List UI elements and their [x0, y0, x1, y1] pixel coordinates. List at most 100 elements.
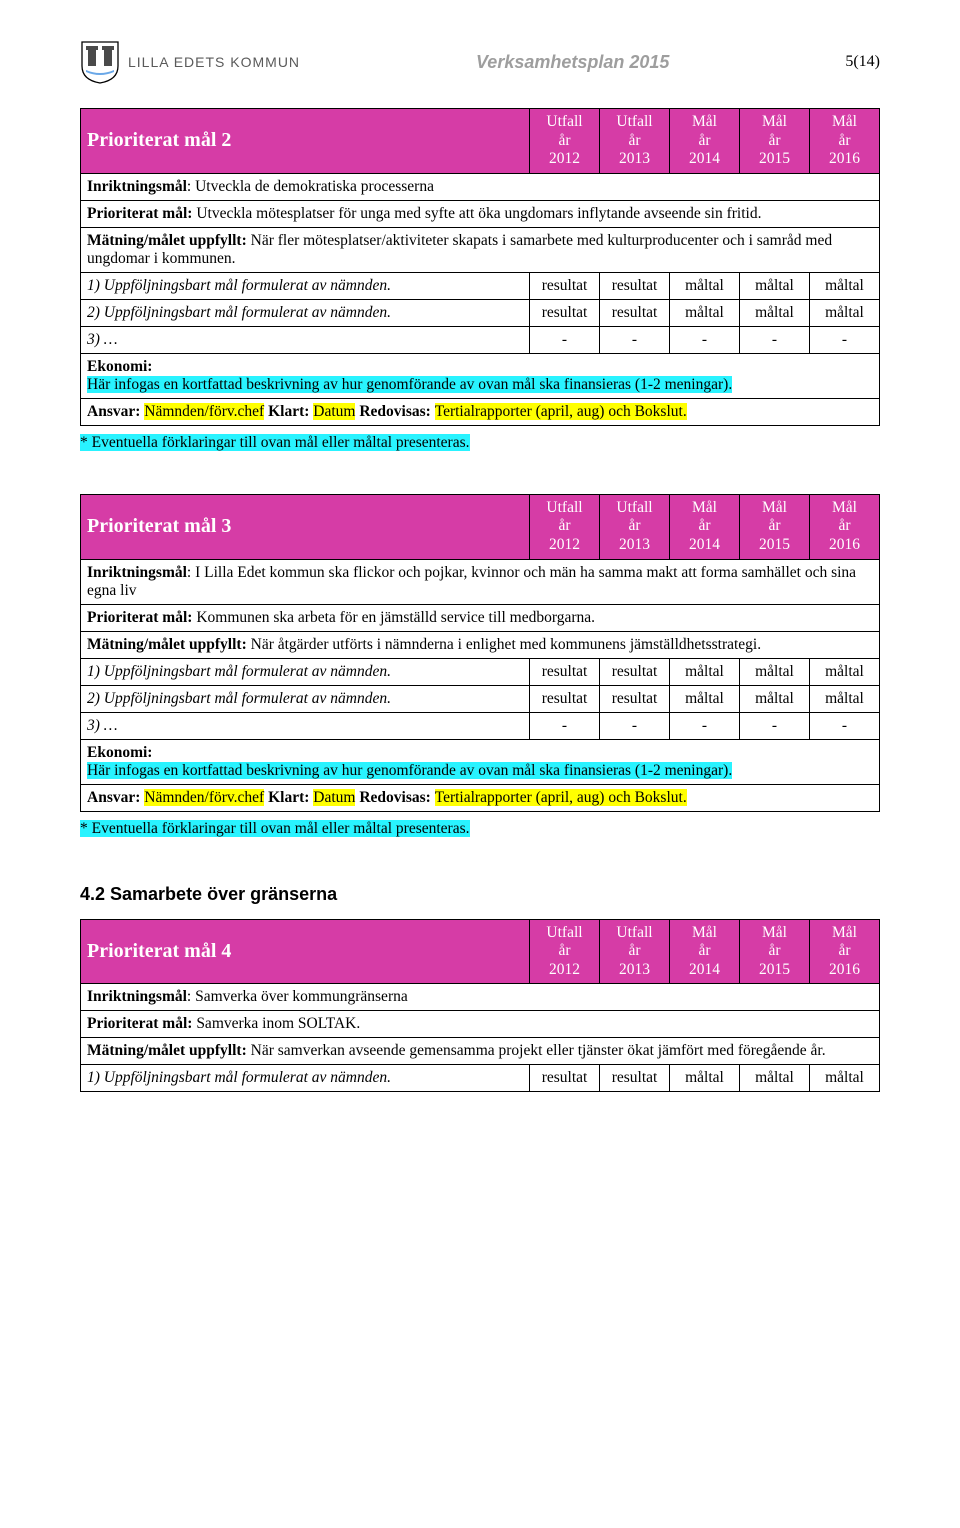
goal4-row1: 1) Uppföljningsbart mål formulerat av nä…	[81, 1065, 880, 1092]
col-mal-2015: Målår2015	[740, 919, 810, 984]
cell: måltal	[740, 299, 810, 326]
col-line: Mål	[832, 113, 857, 130]
col-line: år	[768, 942, 780, 959]
prioriterat-bold: Prioriterat mål:	[87, 609, 192, 626]
col-line: Utfall	[616, 113, 652, 130]
matning-rest: När samverkan avseende gemensamma projek…	[247, 1042, 826, 1059]
col-line: 2014	[689, 536, 720, 553]
redo-h: Tertialrapporter (april, aug) och Bokslu…	[435, 789, 687, 806]
matning-rest: När åtgärder utförts i nämnderna i enlig…	[247, 636, 761, 653]
goal4-table: Prioriterat mål 4 Utfallår2012 Utfallår2…	[80, 919, 880, 1093]
doc-title: Verksamhetsplan 2015	[476, 52, 669, 73]
prioriterat-rest: Samverka inom SOLTAK.	[192, 1015, 360, 1032]
col-line: 2013	[619, 536, 650, 553]
cell: måltal	[670, 299, 740, 326]
section-4-2-heading: 4.2 Samarbete över gränserna	[80, 884, 880, 905]
goal3-row2: 2) Uppföljningsbart mål formulerat av nä…	[81, 685, 880, 712]
cell: måltal	[810, 272, 880, 299]
redo-h: Tertialrapporter (april, aug) och Bokslu…	[435, 403, 687, 420]
cell: resultat	[600, 658, 670, 685]
row3-label: 3) …	[81, 326, 530, 353]
matning-bold: Mätning/målet uppfyllt:	[87, 1042, 247, 1059]
goal2-matning-row: Mätning/målet uppfyllt: När fler mötespl…	[81, 227, 880, 272]
col-line: 2016	[829, 536, 860, 553]
goal2-prioriterat-row: Prioriterat mål: Utveckla mötesplatser f…	[81, 200, 880, 227]
goal3-title: Prioriterat mål 3	[81, 494, 530, 559]
cell: resultat	[530, 272, 600, 299]
cell: måltal	[810, 299, 880, 326]
matning-bold: Mätning/målet uppfyllt:	[87, 232, 247, 249]
col-mal-2015: Målår2015	[740, 109, 810, 174]
ansvar-pre: Ansvar:	[87, 403, 144, 420]
goal2-table: Prioriterat mål 2 Utfallår2012 Utfallår2…	[80, 108, 880, 426]
goal2-header-row: Prioriterat mål 2 Utfallår2012 Utfallår2…	[81, 109, 880, 174]
goal2-ansvar-row: Ansvar: Nämnden/förv.chef Klart: Datum R…	[81, 398, 880, 425]
goal2-row2: 2) Uppföljningsbart mål formulerat av nä…	[81, 299, 880, 326]
col-line: år	[628, 517, 640, 534]
cell: -	[740, 712, 810, 739]
col-line: Mål	[762, 499, 787, 516]
col-line: år	[768, 132, 780, 149]
col-line: 2016	[829, 150, 860, 167]
cell: -	[810, 712, 880, 739]
row1-label: 1) Uppföljningsbart mål formulerat av nä…	[81, 272, 530, 299]
ansvar-h1: Nämnden/förv.chef	[144, 403, 264, 420]
col-line: 2013	[619, 150, 650, 167]
col-mal-2016: Målår2016	[810, 919, 880, 984]
ekonomi-label: Ekonomi:	[87, 744, 152, 761]
col-line: år	[768, 517, 780, 534]
cell: -	[740, 326, 810, 353]
cell: -	[810, 326, 880, 353]
explain-note: * Eventuella förklaringar till ovan mål …	[80, 820, 470, 837]
row1-label: 1) Uppföljningsbart mål formulerat av nä…	[81, 658, 530, 685]
col-line: Mål	[692, 113, 717, 130]
cell: resultat	[600, 299, 670, 326]
goal3-matning-row: Mätning/målet uppfyllt: När åtgärder utf…	[81, 631, 880, 658]
col-line: Mål	[692, 499, 717, 516]
goal3-ekonomi-row: Ekonomi: Här infogas en kortfattad beskr…	[81, 739, 880, 784]
row3-label: 3) …	[81, 712, 530, 739]
cell: resultat	[530, 658, 600, 685]
cell: -	[530, 712, 600, 739]
row1-label: 1) Uppföljningsbart mål formulerat av nä…	[81, 1065, 530, 1092]
col-line: 2016	[829, 961, 860, 978]
klart-pre: Klart:	[264, 789, 313, 806]
cell: måltal	[670, 658, 740, 685]
inriktning-bold: Inriktningsmål	[87, 564, 187, 581]
col-line: Mål	[762, 113, 787, 130]
cell: resultat	[600, 685, 670, 712]
col-mal-2014: Målår 2014	[670, 494, 740, 559]
goal3-explain: * Eventuella förklaringar till ovan mål …	[80, 820, 880, 838]
col-line: år	[838, 942, 850, 959]
col-utfall-2013: Utfallår2013	[600, 494, 670, 559]
cell: -	[670, 326, 740, 353]
goal3-row3: 3) … - - - - -	[81, 712, 880, 739]
col-utfall-2013: Utfallår2013	[600, 919, 670, 984]
col-line: år	[558, 942, 570, 959]
prioriterat-rest: Utveckla mötesplatser för unga med syfte…	[192, 205, 761, 222]
col-line: Mål	[832, 499, 857, 516]
col-line: år	[558, 132, 570, 149]
goal2-inriktning-row: Inriktningsmål: Utveckla de demokratiska…	[81, 173, 880, 200]
cell: måltal	[810, 658, 880, 685]
cell: resultat	[600, 272, 670, 299]
goal2-title: Prioriterat mål 2	[81, 109, 530, 174]
col-line: år	[628, 132, 640, 149]
col-line: år	[698, 517, 710, 534]
col-line: 2015	[759, 961, 790, 978]
col-line: år	[698, 132, 710, 149]
goal2-row1: 1) Uppföljningsbart mål formulerat av nä…	[81, 272, 880, 299]
goal3-prioriterat-row: Prioriterat mål: Kommunen ska arbeta för…	[81, 604, 880, 631]
ansvar-h1: Nämnden/förv.chef	[144, 789, 264, 806]
cell: måltal	[740, 685, 810, 712]
inriktning-rest: : Utveckla de demokratiska processerna	[187, 178, 434, 195]
goal4-inriktning-row: Inriktningsmål: Samverka över kommungrän…	[81, 984, 880, 1011]
goal4-prioriterat-row: Prioriterat mål: Samverka inom SOLTAK.	[81, 1011, 880, 1038]
col-utfall-2012: Utfallår2012	[530, 109, 600, 174]
col-line: år	[628, 942, 640, 959]
logo-block: LILLA EDETS KOMMUN	[80, 40, 300, 84]
inriktning-bold: Inriktningsmål	[87, 178, 187, 195]
cell: måltal	[670, 1065, 740, 1092]
cell: måltal	[740, 272, 810, 299]
col-mal-2016: Målår2016	[810, 494, 880, 559]
